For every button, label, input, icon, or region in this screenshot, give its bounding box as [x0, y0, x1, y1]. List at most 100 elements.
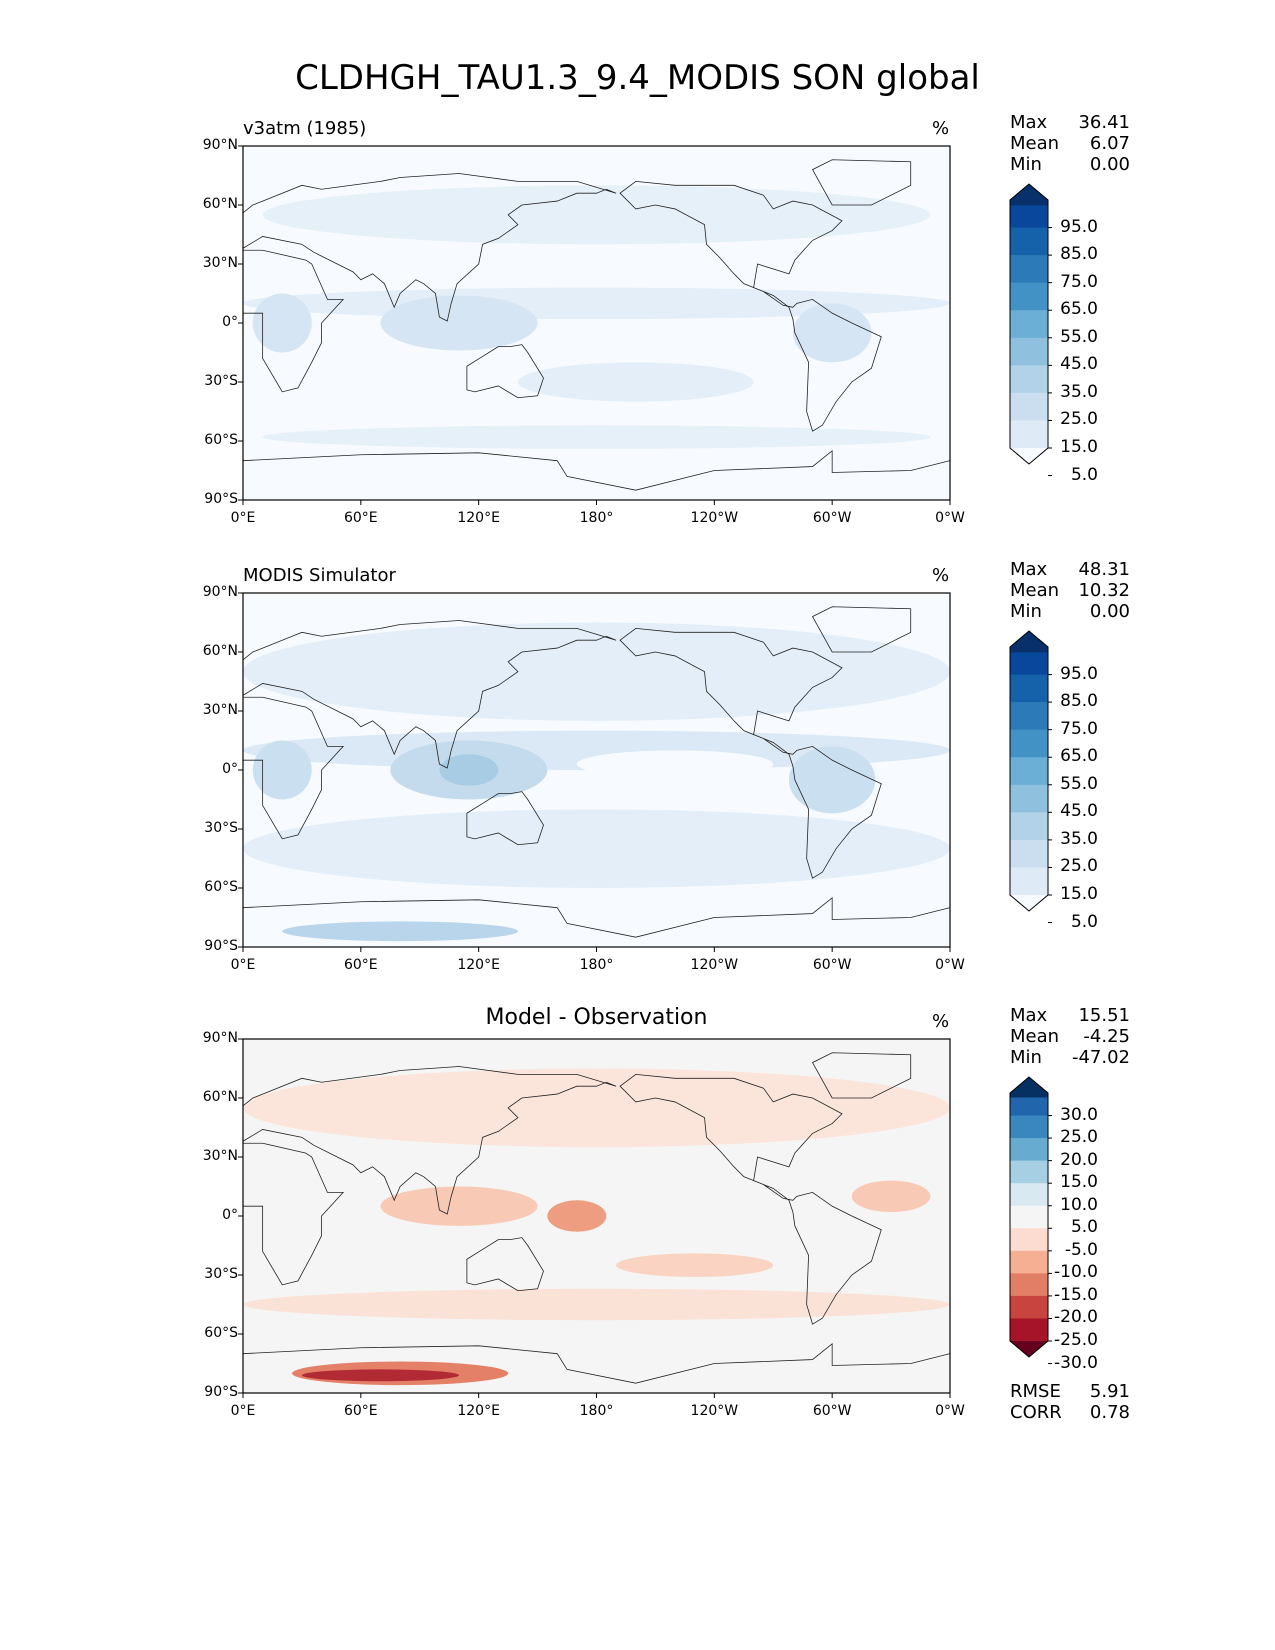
metric-rmse: RMSE 5.91: [1010, 1381, 1130, 1402]
colorbar-segment: [1010, 1183, 1048, 1207]
lat-tick-label: 90°N: [202, 137, 238, 153]
colorbar-label: 10.0: [1060, 1194, 1098, 1215]
field-contour: [616, 1253, 774, 1277]
lat-tick-label: 90°S: [204, 491, 238, 507]
lon-tick-label: 0°W: [935, 510, 965, 526]
lon-tick-label: 180°: [579, 1403, 614, 1419]
lon-tick-label: 120°W: [690, 957, 739, 973]
colorbar-segment: [1010, 365, 1048, 394]
field-contour: [547, 1200, 607, 1232]
lat-tick-label: 0°: [222, 1207, 238, 1223]
panel-units: %: [932, 565, 950, 586]
colorbar-segment: [1010, 652, 1048, 676]
colorbar-segment: [1010, 674, 1048, 703]
field-contour: [576, 750, 774, 778]
colorbar-segment: [1010, 420, 1048, 449]
colorbar-segment: [1010, 1228, 1048, 1252]
field-contour: [243, 1068, 950, 1148]
colorbar-extend-max: [1010, 1077, 1048, 1098]
lat-tick-label: 60°S: [204, 432, 238, 448]
colorbar: [1009, 1076, 1052, 1365]
colorbar-segment: [1010, 227, 1048, 256]
field-contour: [851, 1180, 931, 1213]
colorbar-extend-min: [1010, 1341, 1048, 1357]
colorbar-label: 95.0: [1060, 216, 1098, 237]
field-contour: [243, 809, 950, 889]
lon-tick-label: 0°E: [230, 957, 256, 973]
colorbar-label: 5.0: [1070, 911, 1098, 932]
colorbar: [1009, 183, 1052, 477]
lat-tick-label: 30°N: [202, 1148, 238, 1164]
coastline: [466, 344, 544, 399]
colorbar-extend-max: [1010, 631, 1048, 653]
lat-tick-label: 60°S: [204, 879, 238, 895]
lat-tick-label: 60°N: [202, 196, 238, 212]
colorbar-extend-max: [1010, 184, 1048, 206]
colorbar-segment: [1010, 867, 1048, 896]
field-contour: [282, 921, 518, 942]
colorbar-label: 35.0: [1060, 828, 1098, 849]
lon-tick-label: 120°W: [690, 1403, 739, 1419]
lat-tick-label: 30°N: [202, 255, 238, 271]
lon-tick-label: 180°: [579, 957, 614, 973]
colorbar-segment: [1010, 1205, 1048, 1229]
field-contour: [252, 740, 312, 800]
colorbar-segment: [1010, 1318, 1048, 1342]
lon-tick-label: 60°W: [812, 1403, 852, 1419]
colorbar-segment: [1010, 784, 1048, 813]
colorbar-label: 65.0: [1060, 746, 1098, 767]
lon-tick-label: 120°E: [457, 510, 500, 526]
lat-tick-label: 90°N: [202, 1030, 238, 1046]
lon-tick-label: 120°E: [457, 957, 500, 973]
colorbar-label: 25.0: [1060, 856, 1098, 877]
coastline: [811, 159, 912, 206]
stat-max: Max 36.41: [1010, 112, 1130, 133]
colorbar-segment: [1010, 1295, 1048, 1319]
colorbar-segment: [1010, 282, 1048, 311]
colorbar-extend-min: [1010, 895, 1048, 911]
figure-title: CLDHGH_TAU1.3_9.4_MODIS SON global: [295, 58, 980, 98]
coastline: [619, 627, 882, 879]
stat-max: Max 48.31: [1010, 559, 1130, 580]
colorbar-segment: [1010, 757, 1048, 786]
colorbar-segment: [1010, 1273, 1048, 1297]
lat-tick-label: 90°S: [204, 1384, 238, 1400]
colorbar-label: 20.0: [1060, 1149, 1098, 1170]
lat-tick-label: 30°N: [202, 702, 238, 718]
coastline: [811, 606, 912, 653]
lat-tick-label: 0°: [222, 761, 238, 777]
lon-tick-label: 0°E: [230, 1403, 256, 1419]
lon-tick-label: 60°W: [812, 510, 852, 526]
lon-tick-label: 0°W: [935, 1403, 965, 1419]
lat-tick-label: 30°S: [204, 373, 238, 389]
stat-min: Min -47.02: [1010, 1047, 1130, 1068]
stat-mean: Mean -4.25: [1010, 1026, 1130, 1047]
field-contour: [252, 293, 312, 353]
colorbar-segment: [1010, 839, 1048, 868]
coastline: [242, 173, 617, 322]
colorbar-segment: [1010, 1250, 1048, 1274]
lat-tick-label: 90°S: [204, 938, 238, 954]
lat-tick-label: 60°S: [204, 1325, 238, 1341]
coastline: [619, 1073, 882, 1325]
coastline: [242, 1142, 345, 1286]
colorbar-segment: [1010, 392, 1048, 421]
colorbar-label: 85.0: [1060, 244, 1098, 265]
colorbar-segment: [1010, 205, 1048, 229]
colorbar-label: 25.0: [1060, 409, 1098, 430]
lat-tick-label: 0°: [222, 314, 238, 330]
lat-tick-label: 30°S: [204, 1266, 238, 1282]
panel-units: %: [932, 118, 950, 139]
panel-units: %: [932, 1011, 950, 1032]
colorbar-label: 15.0: [1060, 1172, 1098, 1193]
stat-min: Min 0.00: [1010, 154, 1130, 175]
stat-mean: Mean 6.07: [1010, 133, 1130, 154]
colorbar-label: 95.0: [1060, 663, 1098, 684]
field-contour: [301, 1369, 460, 1382]
coastline: [811, 1052, 912, 1099]
coastline: [242, 249, 345, 393]
lat-tick-label: 90°N: [202, 584, 238, 600]
field-contour: [262, 425, 931, 449]
colorbar-extend-min: [1010, 448, 1048, 464]
